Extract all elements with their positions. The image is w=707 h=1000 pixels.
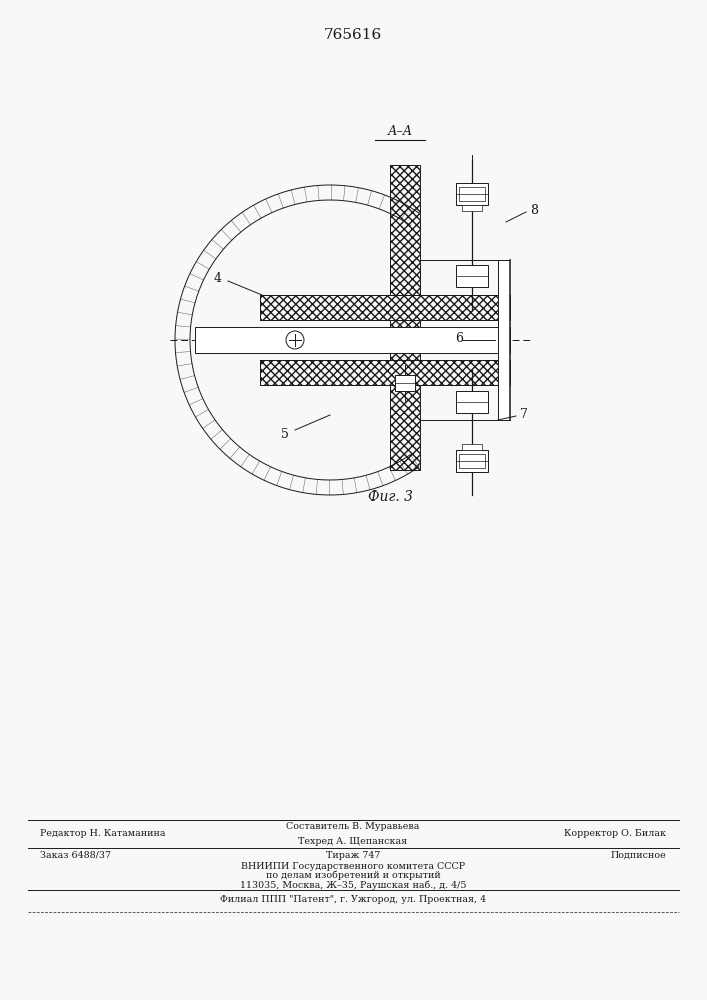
- Text: 113035, Москва, Ж–35, Раушская наб., д. 4/5: 113035, Москва, Ж–35, Раушская наб., д. …: [240, 880, 466, 890]
- Bar: [390, 385, 420, 470]
- Text: Редактор Н. Катаманина: Редактор Н. Катаманина: [40, 830, 165, 838]
- Text: 7: 7: [520, 408, 528, 422]
- Bar: [459, 454, 485, 468]
- Bar: [462, 205, 482, 211]
- Text: Фиг. 3: Фиг. 3: [368, 490, 412, 504]
- Text: 4: 4: [214, 271, 222, 284]
- Bar: [456, 265, 488, 287]
- Text: Корректор О. Билак: Корректор О. Билак: [564, 830, 666, 838]
- Text: 8: 8: [530, 204, 538, 217]
- Bar: [260, 360, 510, 385]
- Bar: [260, 295, 510, 320]
- Bar: [456, 450, 488, 472]
- Text: А–А: А–А: [387, 125, 413, 138]
- Text: ВНИИПИ Государственного комитета СССР: ВНИИПИ Государственного комитета СССР: [241, 862, 465, 871]
- Text: Подписное: Подписное: [610, 851, 666, 860]
- Text: Техред А. Щепанская: Техред А. Щепанская: [298, 837, 408, 846]
- Text: Составитель В. Муравьева: Составитель В. Муравьева: [286, 822, 420, 831]
- Bar: [462, 444, 482, 450]
- Text: 765616: 765616: [324, 28, 382, 42]
- Text: по делам изобретений и открытий: по делам изобретений и открытий: [266, 871, 440, 880]
- Bar: [390, 320, 420, 360]
- Bar: [456, 391, 488, 413]
- Text: 6: 6: [455, 332, 463, 344]
- Bar: [456, 183, 488, 205]
- Text: Тираж 747: Тираж 747: [326, 851, 380, 860]
- Bar: [498, 260, 510, 420]
- Text: Филиал ППП "Патент", г. Ужгород, ул. Проектная, 4: Филиал ППП "Патент", г. Ужгород, ул. Про…: [220, 895, 486, 904]
- Bar: [459, 187, 485, 201]
- Circle shape: [286, 331, 304, 349]
- Bar: [395, 375, 415, 391]
- Text: Заказ 6488/37: Заказ 6488/37: [40, 851, 111, 860]
- Bar: [390, 165, 420, 295]
- Text: 5: 5: [281, 428, 289, 442]
- Bar: [195, 327, 510, 353]
